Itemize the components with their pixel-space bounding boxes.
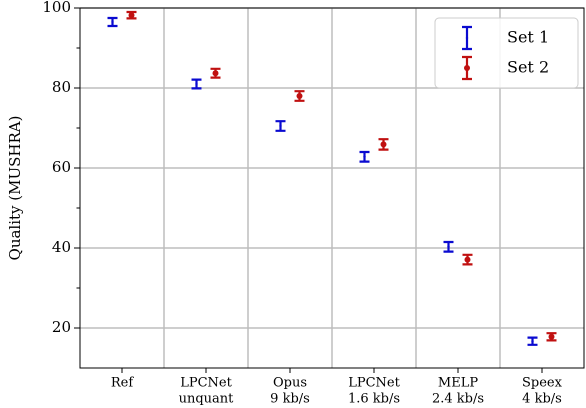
y-tick-label: 20 xyxy=(52,318,71,336)
y-axis-label: Quality (MUSHRA) xyxy=(6,116,24,261)
x-tick-label: 2.4 kb/s xyxy=(432,392,484,407)
marker xyxy=(548,333,555,340)
marker xyxy=(464,256,471,263)
x-tick-label: 9 kb/s xyxy=(270,392,310,407)
x-tick-label: MELP xyxy=(438,376,478,391)
x-tick-label: Ref xyxy=(111,376,134,391)
marker xyxy=(531,340,534,343)
y-tick-label: 100 xyxy=(42,0,71,16)
marker xyxy=(111,20,114,24)
x-tick-label: Speex xyxy=(522,376,563,391)
marker xyxy=(279,124,282,128)
x-tick-label: 4 kb/s xyxy=(522,392,562,407)
x-tick-label: 1.6 kb/s xyxy=(348,392,400,407)
legend-label: Set 2 xyxy=(507,58,549,77)
x-tick-label: unquant xyxy=(179,392,235,407)
legend-marker xyxy=(464,65,470,71)
plot-frame xyxy=(79,7,585,369)
y-tick-label: 80 xyxy=(52,78,71,96)
marker xyxy=(195,82,198,86)
y-tick-label: 40 xyxy=(52,238,71,256)
marker xyxy=(212,70,219,77)
legend-marker xyxy=(465,36,469,40)
marker xyxy=(128,12,135,19)
marker xyxy=(296,93,303,99)
x-tick-label: LPCNet xyxy=(348,376,400,391)
x-tick-label: Opus xyxy=(273,376,307,391)
x-tick-label: LPCNet xyxy=(180,376,232,391)
marker xyxy=(380,141,387,148)
legend-box xyxy=(434,17,579,89)
marker xyxy=(447,245,450,248)
marker xyxy=(363,155,366,158)
legend-label: Set 1 xyxy=(507,28,549,47)
y-tick-label: 60 xyxy=(52,158,71,176)
